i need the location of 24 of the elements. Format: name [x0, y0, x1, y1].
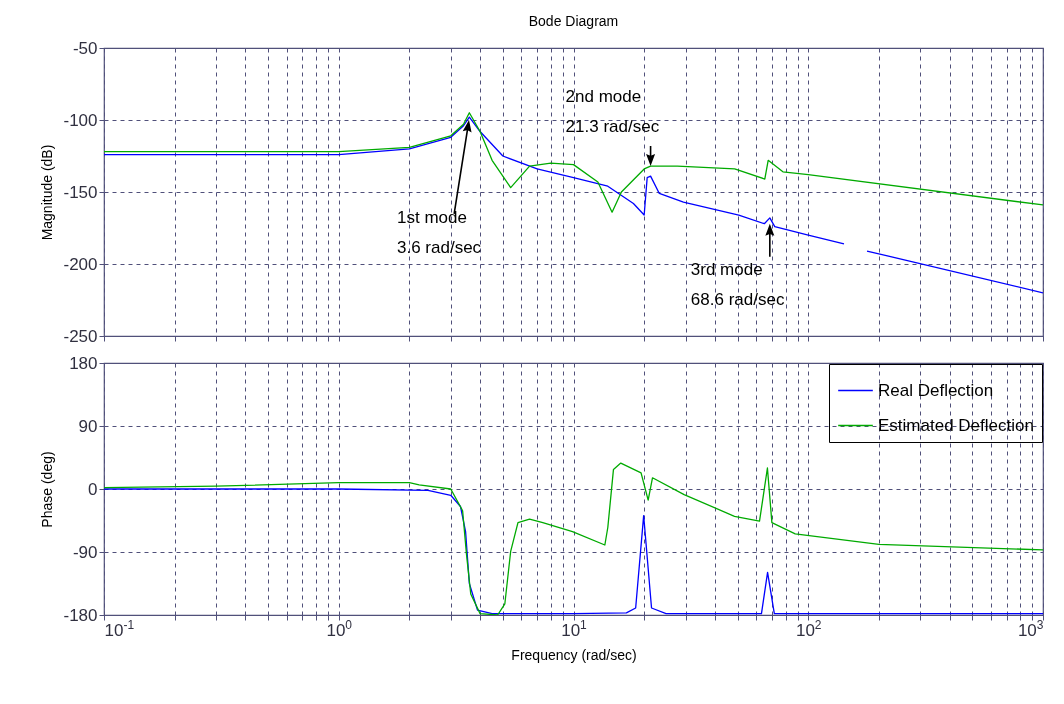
- y-tick-label: -100: [63, 110, 98, 130]
- y-tick-label: -90: [72, 542, 98, 562]
- y-tick-label: -50: [72, 38, 98, 58]
- x-tick-label: 10$^{2}$: [795, 617, 822, 640]
- legend-label: Real Deflection: [878, 380, 994, 400]
- x-tick-label: 10$^{1}$: [561, 617, 588, 640]
- x-tick-label: 10$^{3}$: [1017, 617, 1044, 640]
- chart-title: Bode Diagram: [528, 13, 619, 29]
- y-tick-label: -250: [63, 326, 98, 346]
- y-tick-label: 90: [78, 416, 98, 436]
- annotation: 1st mode 3.6 rad/sec: [397, 208, 482, 257]
- x-tick-label: 10$^{0}$: [326, 617, 353, 640]
- y-tick-label: 180: [69, 353, 98, 373]
- legend-label: Estimated Deflection: [878, 415, 1034, 435]
- annotation: 2nd mode 21.3 rad/sec: [565, 87, 660, 137]
- y-tick-label: -150: [63, 182, 98, 202]
- y-tick-label: 0: [88, 479, 98, 499]
- y-axis-title: Magnitude (dB): [39, 144, 56, 241]
- y-axis-title: Phase (deg): [39, 451, 56, 528]
- y-tick-label: -180: [63, 605, 98, 625]
- y-tick-label: -200: [63, 254, 98, 274]
- x-axis-title: Frequency (rad/sec): [511, 646, 637, 663]
- annotation: 3rd mode 68.6 rad/sec: [690, 259, 785, 309]
- x-tick-label: 10$^{-1}$: [104, 617, 135, 640]
